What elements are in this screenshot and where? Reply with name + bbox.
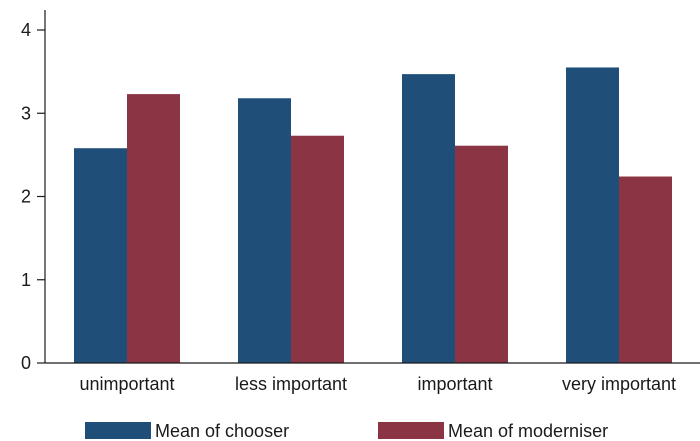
bar-moderniser bbox=[455, 145, 508, 363]
y-tick-label: 0 bbox=[21, 353, 31, 373]
legend-label: Mean of chooser bbox=[155, 421, 289, 441]
y-tick-label: 2 bbox=[21, 187, 31, 207]
x-tick-label: less important bbox=[235, 374, 347, 394]
bar-moderniser bbox=[291, 135, 344, 363]
x-tick-label: unimportant bbox=[79, 374, 174, 394]
x-labels-group: unimportant less important important very i… bbox=[79, 374, 676, 394]
bar-chooser bbox=[238, 98, 291, 363]
legend-label: Mean of moderniser bbox=[448, 421, 608, 441]
bar-chooser bbox=[566, 67, 619, 364]
bar-moderniser bbox=[619, 176, 672, 363]
legend-swatch bbox=[378, 422, 444, 439]
axes-group bbox=[44, 10, 700, 364]
y-tick-label: 4 bbox=[21, 20, 31, 40]
legend-swatch bbox=[85, 422, 151, 439]
bar-chooser bbox=[74, 148, 127, 363]
bar-chooser bbox=[402, 74, 455, 363]
y-ticks-group: 0 1 2 3 4 bbox=[21, 20, 45, 373]
bars-group bbox=[74, 67, 672, 364]
legend: Mean of chooser Mean of moderniser bbox=[85, 421, 608, 441]
bar-moderniser bbox=[127, 94, 180, 363]
y-tick-label: 1 bbox=[21, 270, 31, 290]
y-tick-label: 3 bbox=[21, 103, 31, 123]
x-tick-label: very important bbox=[562, 374, 676, 394]
x-tick-label: important bbox=[417, 374, 492, 394]
